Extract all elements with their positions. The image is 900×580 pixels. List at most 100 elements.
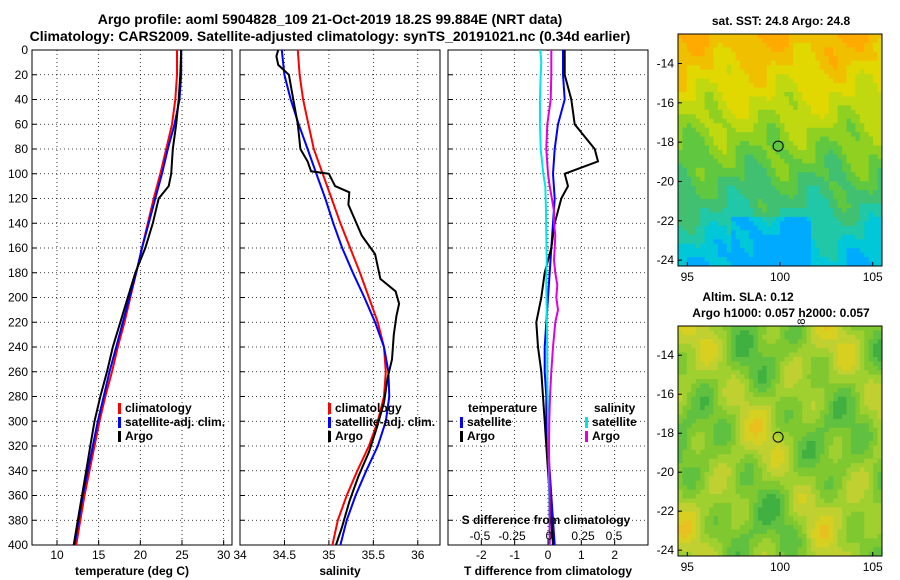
altimetry-map-cell [793, 370, 799, 376]
altimetry-map-cell [797, 476, 803, 482]
sst-map-cell [824, 194, 830, 200]
altimetry-map-cell [735, 326, 741, 331]
sst-map-cell [868, 96, 874, 102]
altimetry-map-cell [709, 542, 714, 548]
sst-map-cell [855, 92, 861, 97]
altimetry-map-cell [793, 463, 799, 469]
altimetry-map-cell [700, 533, 706, 539]
altimetry-map-cell [766, 547, 772, 553]
sst-map-cell [855, 74, 861, 80]
sst-map-cell [700, 163, 706, 169]
altimetry-map-cell [726, 533, 732, 539]
altimetry-map-cell [846, 525, 852, 530]
altimetry-map-cell [695, 498, 701, 504]
altimetry-map-cell [833, 401, 839, 407]
altimetry-map-cell [780, 502, 785, 508]
sst-map-cell [740, 252, 746, 258]
sst-map-cell [868, 212, 874, 218]
sst-map-cell [753, 145, 759, 151]
altimetry-map-cell [824, 405, 830, 411]
altimetry-map-cell [709, 529, 714, 535]
altimetry-map-cell [691, 352, 697, 358]
sst-map-cell [833, 136, 839, 142]
sst-map-cell [837, 123, 843, 129]
altimetry-map-cell [859, 525, 865, 530]
altimetry-map-cell [731, 454, 737, 460]
altimetry-map-cell [837, 361, 843, 367]
altimetry-map-cell [740, 467, 746, 473]
altimetry-map-cell [757, 339, 763, 345]
altimetry-map-cell [704, 533, 710, 539]
altimetry-map-cell [735, 361, 741, 367]
altimetry-map-cell [819, 414, 825, 420]
sst-map-cell [717, 203, 723, 209]
sst-map-cell [784, 212, 790, 218]
sst-map-cell [806, 181, 812, 187]
altimetry-map-cell [766, 374, 772, 380]
sst-map-cell [797, 225, 803, 231]
altimetry-map-cell [682, 498, 688, 504]
sst-map-cell [691, 150, 697, 155]
altimetry-map-cell [722, 538, 728, 544]
sst-map-cell [717, 212, 723, 218]
temperature-panel [31, 49, 233, 546]
altimetry-map-cell [704, 516, 710, 522]
sst-map-cell [726, 42, 732, 48]
sst-map-cell [766, 105, 772, 111]
altimetry-map-cell [731, 463, 737, 469]
sst-map-cell [735, 47, 741, 53]
sst-map-cell [833, 252, 839, 258]
sst-map-cell [780, 185, 785, 191]
altimetry-map-cell [686, 467, 692, 473]
sst-map-cell [850, 132, 856, 138]
altimetry-map-cell [780, 392, 785, 398]
sst-map-cell [868, 150, 874, 155]
altimetry-map-cell [766, 436, 772, 442]
altimetry-map-cell [735, 547, 741, 553]
sst-map-cell [811, 216, 816, 222]
sst-map-cell [762, 132, 768, 138]
altimetry-map-cell [793, 494, 799, 499]
sst-map-cell [700, 42, 706, 48]
sst-map-cell [678, 123, 683, 129]
sst-map-cell [828, 136, 834, 142]
altimetry-map-cell [784, 401, 790, 407]
altimetry-map-cell [709, 494, 714, 499]
altimetry-map-cell [757, 410, 763, 415]
sst-map-cell [797, 158, 803, 164]
sst-map-cell [744, 230, 750, 236]
altimetry-map-cell [842, 343, 848, 349]
sst-map-cell [709, 141, 714, 147]
altimetry-map-cell [695, 480, 701, 486]
sst-map-cell [833, 225, 839, 231]
altimetry-map-cell [824, 471, 830, 477]
altimetry-map-cell [811, 410, 816, 415]
altimetry-map-cell [868, 463, 874, 469]
sst-map-cell [682, 69, 688, 75]
altimetry-map-cell [873, 330, 879, 336]
altimetry-map-cell [864, 445, 870, 451]
sst-map-cell [695, 216, 701, 222]
sst-map-cell [833, 181, 839, 187]
sst-map-cell [850, 172, 856, 178]
altimetry-map-cell [686, 463, 692, 469]
altimetry-map-cell [731, 432, 737, 438]
temperature-xtick-label: 10 [50, 548, 64, 562]
sst-map-cell [735, 60, 741, 66]
altimetry-map-cell [695, 370, 701, 376]
sst-map-cell [740, 123, 746, 129]
sst-map-cell [731, 78, 737, 84]
altimetry-map-cell [828, 498, 834, 504]
sst-map-cell [726, 123, 732, 129]
sst-map-cell [731, 83, 737, 89]
altimetry-map-cell [682, 427, 688, 433]
altimetry-map-cell [748, 432, 754, 438]
sst-map-cell [678, 109, 683, 115]
sst-map-cell [748, 176, 754, 182]
sst-map-cell [775, 181, 781, 187]
sst-map-cell [846, 51, 852, 57]
altimetry-map-cell [837, 489, 843, 495]
sst-map-cell [793, 136, 799, 142]
altimetry-map-cell [717, 489, 723, 495]
sst-map-cell [722, 172, 728, 178]
